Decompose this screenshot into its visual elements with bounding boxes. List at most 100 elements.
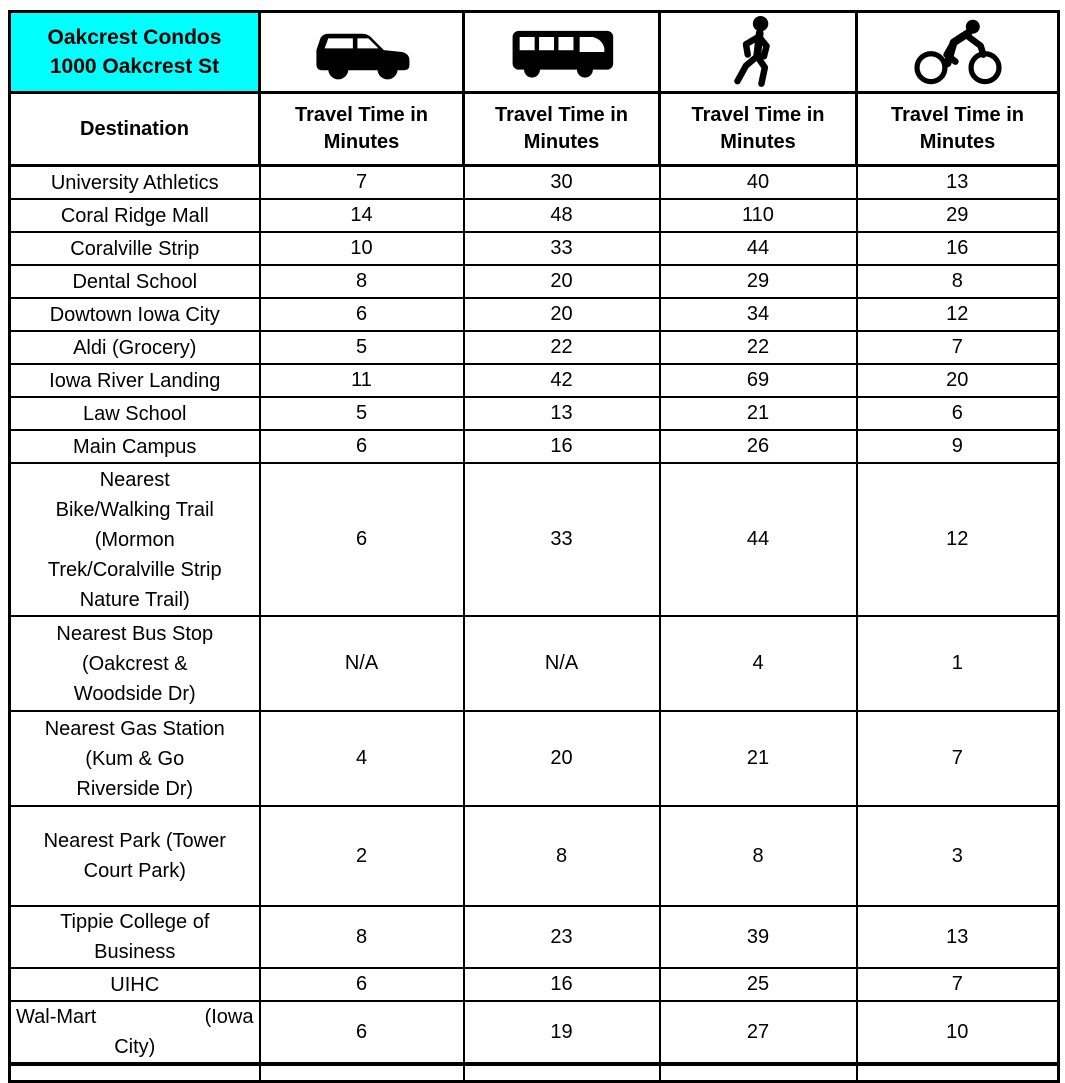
car-time-cell: 6 [258, 297, 465, 332]
bicycle-icon [908, 19, 1008, 85]
table-row: Tippie College of Business 8 23 39 13 [8, 905, 1060, 969]
bike-time-cell: 13 [855, 164, 1060, 200]
bike-time-cell: 7 [855, 330, 1060, 365]
car-time-cell: 8 [258, 905, 465, 969]
car-time-cell: 6 [258, 462, 465, 617]
car-time-cell: 11 [258, 363, 465, 398]
cutoff-row-fragment [8, 1063, 1060, 1083]
walk-time-cell: 22 [658, 330, 858, 365]
car-column-header [258, 10, 465, 94]
destination-cell: University Athletics [8, 164, 261, 200]
bus-time-cell: 19 [462, 1000, 661, 1066]
empty-cell [462, 1063, 661, 1083]
bus-time-cell: 20 [462, 710, 661, 807]
walk-time-cell: 44 [658, 231, 858, 266]
empty-cell [658, 1063, 858, 1083]
destination-cell: Law School [8, 396, 261, 431]
walk-time-cell: 21 [658, 710, 858, 807]
table-row: Main Campus 6 16 26 9 [8, 429, 1060, 464]
car-time-cell: 6 [258, 1000, 465, 1066]
destination-cell: Nearest Gas Station (Kum & Go Riverside … [8, 710, 261, 807]
bike-time-cell: 9 [855, 429, 1060, 464]
bus-time-cell: 42 [462, 363, 661, 398]
car-time-cell: 8 [258, 264, 465, 299]
walk-time-cell: 110 [658, 198, 858, 233]
walk-time-cell: 69 [658, 363, 858, 398]
table-row: Coralville Strip 10 33 44 16 [8, 231, 1060, 266]
bus-time-cell: 48 [462, 198, 661, 233]
property-address: 1000 Oakcrest St [49, 55, 220, 78]
walk-time-cell: 21 [658, 396, 858, 431]
destination-cell: Iowa River Landing [8, 363, 261, 398]
destination-cell: Nearest Park (Tower Court Park) [8, 805, 261, 907]
car-time-cell: 6 [258, 967, 465, 1002]
destination-cell: Main Campus [8, 429, 261, 464]
bike-time-cell: 7 [855, 967, 1060, 1002]
car-time-cell: N/A [258, 615, 465, 712]
bus-time-cell: 33 [462, 462, 661, 617]
bike-time-cell: 16 [855, 231, 1060, 266]
bus-time-cell: 22 [462, 330, 661, 365]
travel-table-body: University Athletics 7 30 40 13 Coral Ridge M… [8, 164, 1060, 1083]
icon-header-row: Oakcrest Condos 1000 Oakcrest St [8, 10, 1060, 94]
car-time-cell: 14 [258, 198, 465, 233]
bus-time-cell: 33 [462, 231, 661, 266]
destination-cell: Tippie College of Business [8, 905, 261, 969]
table-row: Nearest Park (Tower Court Park) 2 8 8 3 [8, 805, 1060, 907]
destination-cell: Wal-Mart (Iowa City) [8, 1000, 261, 1066]
bus-time-cell: 16 [462, 429, 661, 464]
table-row: University Athletics 7 30 40 13 [8, 164, 1060, 200]
walk-time-cell: 39 [658, 905, 858, 969]
walk-column-header [658, 10, 858, 94]
bike-time-cell: 20 [855, 363, 1060, 398]
bike-time-cell: 12 [855, 462, 1060, 617]
destination-cell: Dental School [8, 264, 261, 299]
table-row: Nearest Bike/Walking Trail (Mormon Trek/… [8, 462, 1060, 617]
property-cell: Oakcrest Condos 1000 Oakcrest St [8, 10, 261, 94]
bus-time-cell: N/A [462, 615, 661, 712]
table-row: Dental School 8 20 29 8 [8, 264, 1060, 299]
bike-column-header [855, 10, 1060, 94]
car-icon [298, 33, 426, 80]
table-row: Coral Ridge Mall 14 48 110 29 [8, 198, 1060, 233]
car-time-cell: 6 [258, 429, 465, 464]
destination-cell: Nearest Bike/Walking Trail (Mormon Trek/… [8, 462, 261, 617]
walk-time-cell: 27 [658, 1000, 858, 1066]
empty-cell [8, 1063, 261, 1083]
bus-time-header: Travel Time in Minutes [462, 91, 661, 167]
table-row: Dowtown Iowa City 6 20 34 12 [8, 297, 1060, 332]
bus-column-header [462, 10, 661, 94]
destination-cell: UIHC [8, 967, 261, 1002]
table-row: Iowa River Landing 11 42 69 20 [8, 363, 1060, 398]
destination-cell: Aldi (Grocery) [8, 330, 261, 365]
column-header-row: Destination Travel Time in Minutes Trave… [8, 91, 1060, 167]
bike-time-cell: 10 [855, 1000, 1060, 1066]
walk-time-cell: 4 [658, 615, 858, 712]
walk-time-cell: 25 [658, 967, 858, 1002]
empty-cell [258, 1063, 465, 1083]
bus-time-cell: 16 [462, 967, 661, 1002]
car-time-cell: 5 [258, 330, 465, 365]
table-row: Nearest Bus Stop (Oakcrest & Woodside Dr… [8, 615, 1060, 712]
car-time-cell: 2 [258, 805, 465, 907]
bus-time-cell: 8 [462, 805, 661, 907]
car-time-header: Travel Time in Minutes [258, 91, 465, 167]
bus-time-cell: 13 [462, 396, 661, 431]
destination-cell: Coral Ridge Mall [8, 198, 261, 233]
table-row: UIHC 6 16 25 7 [8, 967, 1060, 1002]
bike-time-cell: 3 [855, 805, 1060, 907]
bus-time-cell: 20 [462, 297, 661, 332]
bus-time-cell: 23 [462, 905, 661, 969]
property-name: Oakcrest Condos [47, 26, 222, 49]
pedestrian-icon [732, 16, 784, 87]
car-time-cell: 10 [258, 231, 465, 266]
table-row: Nearest Gas Station (Kum & Go Riverside … [8, 710, 1060, 807]
bike-time-cell: 6 [855, 396, 1060, 431]
destination-cell: Dowtown Iowa City [8, 297, 261, 332]
bike-time-cell: 12 [855, 297, 1060, 332]
walk-time-header: Travel Time in Minutes [658, 91, 858, 167]
destination-cell: Coralville Strip [8, 231, 261, 266]
car-time-cell: 7 [258, 164, 465, 200]
bike-time-cell: 7 [855, 710, 1060, 807]
bus-time-cell: 20 [462, 264, 661, 299]
